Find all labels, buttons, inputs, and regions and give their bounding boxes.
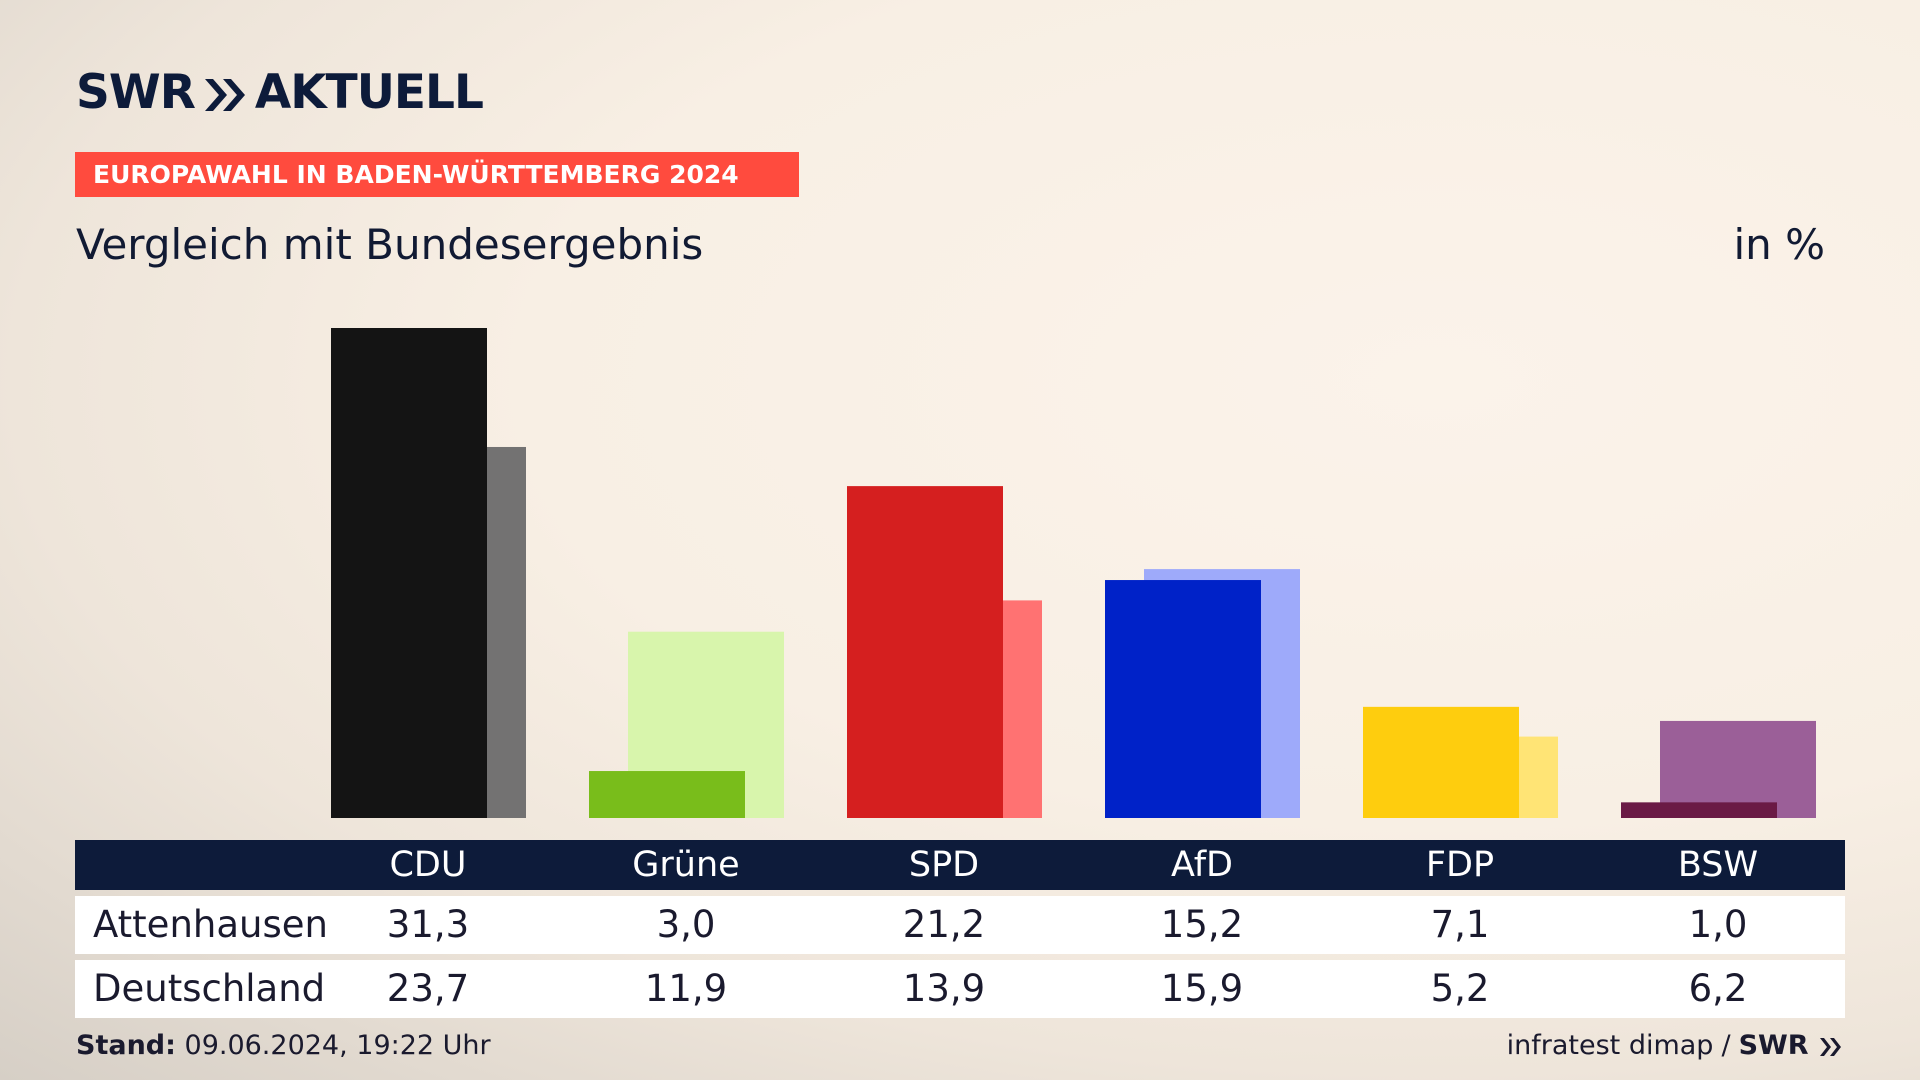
row-label: Deutschland xyxy=(93,967,326,1010)
bar-chart xyxy=(331,328,1816,818)
logo-text-swr: SWR xyxy=(76,64,196,120)
double-chevron-icon xyxy=(1820,1037,1841,1056)
table-row: Deutschland 23,7 11,9 13,9 15,9 5,2 6,2 xyxy=(75,960,1845,1018)
column-header: AfD xyxy=(1171,845,1233,885)
table-cell: 31,3 xyxy=(386,903,470,946)
results-table: CDU Grüne SPD AfD FDP BSW Attenhausen 31,3 3,0… xyxy=(75,840,1845,1018)
table-header-row: CDU Grüne SPD AfD FDP BSW xyxy=(75,840,1845,890)
bar-attenhausen-spd xyxy=(847,486,1003,818)
stand-value: 09.06.2024, 19:22 Uhr xyxy=(184,1030,491,1061)
bar-attenhausen-fdp xyxy=(1363,706,1519,818)
column-header: FDP xyxy=(1425,845,1495,885)
column-header: BSW xyxy=(1677,845,1759,885)
table-cell: 3,0 xyxy=(656,903,716,946)
table-cell: 7,1 xyxy=(1430,903,1490,946)
source-name: infratest dimap xyxy=(1506,1030,1714,1061)
table-cell: 1,0 xyxy=(1688,903,1748,946)
table-cell: 21,2 xyxy=(902,903,986,946)
swr-brand-text: SWR xyxy=(1738,1030,1809,1061)
kicker-banner: EUROPAWAHL IN BADEN-WÜRTTEMBERG 2024 xyxy=(75,152,799,197)
bar-deutschland-bsw xyxy=(1660,720,1816,818)
row-label: Attenhausen xyxy=(93,903,328,946)
table-cell: 15,2 xyxy=(1160,903,1244,946)
source-separator: / xyxy=(1721,1030,1731,1061)
table-cell: 11,9 xyxy=(644,967,728,1010)
swr-brand: SWR xyxy=(1739,1030,1844,1061)
table-row: Attenhausen 31,3 3,0 21,2 15,2 7,1 1,0 xyxy=(75,896,1845,954)
bar-attenhausen-afd xyxy=(1105,580,1261,818)
bar-attenhausen-bsw xyxy=(1621,802,1777,818)
table-cell: 15,9 xyxy=(1160,967,1244,1010)
table-cell: 6,2 xyxy=(1688,967,1748,1010)
unit-label: in % xyxy=(1733,220,1825,269)
logo-text-aktuell: AKTUELL xyxy=(254,64,484,120)
double-chevron-icon xyxy=(201,72,249,112)
table-cell: 23,7 xyxy=(386,967,470,1010)
bar-attenhausen-grüne xyxy=(589,771,745,818)
column-header: Grüne xyxy=(632,845,740,885)
timestamp: Stand: 09.06.2024, 19:22 Uhr xyxy=(76,1030,491,1061)
stand-label: Stand: xyxy=(76,1030,176,1061)
table-cell: 13,9 xyxy=(902,967,986,1010)
column-header: CDU xyxy=(389,845,467,885)
bar-attenhausen-cdu xyxy=(331,328,487,818)
swr-aktuell-logo: SWR AKTUELL xyxy=(76,64,484,120)
table-cell: 5,2 xyxy=(1430,967,1490,1010)
source-credit: infratest dimap / SWR xyxy=(1507,1030,1844,1061)
chart-title: Vergleich mit Bundesergebnis xyxy=(76,220,704,269)
column-header: SPD xyxy=(908,845,980,885)
